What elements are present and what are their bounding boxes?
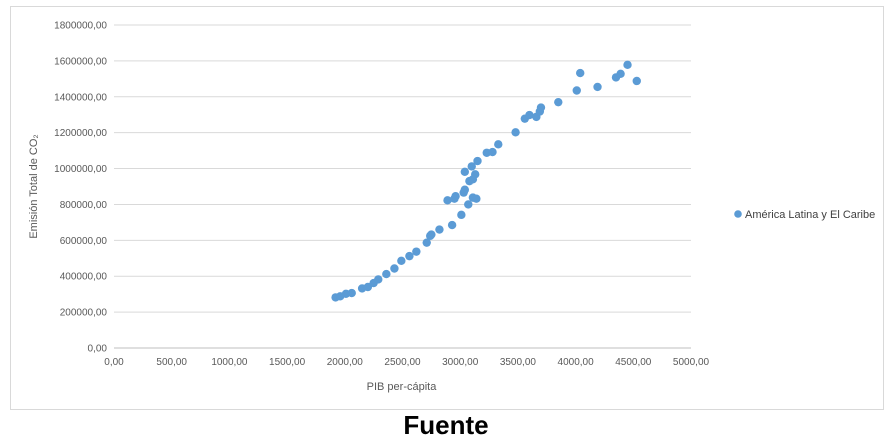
data-point — [554, 97, 563, 107]
data-point — [472, 194, 481, 203]
data-point — [405, 251, 414, 261]
x-tick-label: 4000,00 — [558, 357, 595, 368]
data-point — [412, 247, 421, 256]
x-tick-label: 500,00 — [156, 357, 187, 368]
x-tick-label: 2500,00 — [384, 357, 421, 368]
chart-frame: 0,00 200000,00 400000,00 600000,00 800000,00… — [10, 6, 884, 410]
data-point — [427, 230, 436, 239]
x-tick-label: 2000,00 — [327, 357, 364, 368]
data-point — [374, 275, 383, 284]
x-tick-label: 0,00 — [104, 357, 124, 368]
tick-labels: 0,00 200000,00 400000,00 600000,00 800000,00… — [54, 21, 709, 369]
data-point — [347, 288, 356, 298]
data-point — [511, 128, 520, 137]
x-tick-label: 5000,00 — [673, 357, 710, 368]
y-tick-label: 1200000,00 — [54, 128, 107, 139]
data-point — [576, 68, 585, 78]
x-axis-title: PIB per-cápita — [367, 381, 438, 393]
data-point — [616, 69, 625, 79]
data-point — [390, 264, 399, 273]
y-tick-label: 1000000,00 — [54, 164, 107, 175]
caption-text: Fuente — [403, 410, 489, 440]
data-point — [536, 103, 546, 112]
data-point — [451, 191, 460, 201]
data-point — [422, 238, 431, 247]
data-points — [331, 60, 641, 302]
data-point — [447, 220, 457, 230]
data-point — [464, 200, 473, 209]
y-tick-label: 800000,00 — [60, 200, 108, 211]
y-tick-label: 200000,00 — [60, 308, 108, 319]
data-point — [632, 76, 641, 86]
y-tick-label: 1800000,00 — [54, 21, 107, 32]
y-tick-label: 1600000,00 — [54, 56, 107, 67]
data-point — [471, 170, 480, 179]
scatter-chart: 0,00 200000,00 400000,00 600000,00 800000,00… — [28, 21, 875, 394]
gridlines — [114, 24, 691, 313]
data-point — [435, 225, 444, 234]
data-point — [460, 167, 470, 176]
data-point — [397, 256, 406, 265]
data-point — [443, 196, 452, 205]
x-tick-label: 3500,00 — [500, 357, 537, 368]
data-point — [525, 110, 534, 120]
y-axis-title: Emisión Total de CO₂ — [28, 134, 40, 238]
data-point — [494, 140, 503, 149]
legend-label: América Latina y El Caribe — [745, 209, 875, 221]
data-point — [572, 86, 581, 95]
x-tick-label: 1500,00 — [269, 357, 306, 368]
x-tick-label: 1000,00 — [211, 357, 248, 368]
data-point — [473, 156, 482, 166]
y-tick-label: 400000,00 — [60, 272, 108, 283]
data-point — [460, 185, 470, 194]
data-point — [488, 147, 497, 157]
x-tick-label: 4500,00 — [615, 357, 652, 368]
legend: América Latina y El Caribe — [734, 209, 875, 221]
legend-marker — [734, 210, 742, 218]
x-tick-label: 3000,00 — [442, 357, 479, 368]
data-point — [457, 210, 466, 220]
data-point — [623, 60, 632, 70]
y-tick-label: 600000,00 — [60, 236, 108, 247]
data-point — [382, 269, 391, 279]
y-tick-label: 0,00 — [88, 344, 108, 355]
y-tick-label: 1400000,00 — [54, 92, 107, 103]
data-point — [593, 82, 602, 92]
data-point — [467, 162, 476, 171]
